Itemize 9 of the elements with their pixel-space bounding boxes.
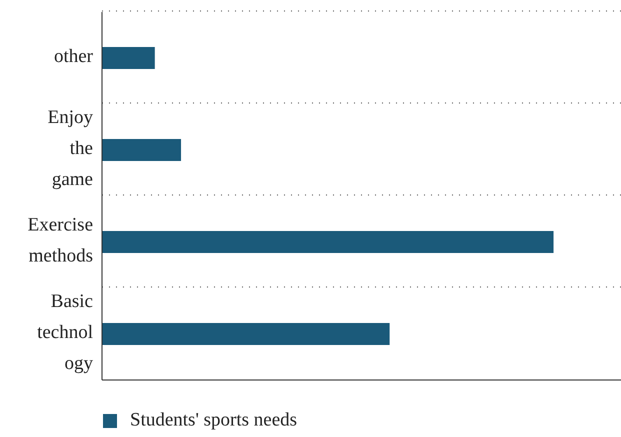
bar: [102, 231, 554, 253]
y-tick-label: Basic technology: [37, 291, 94, 374]
bar: [102, 47, 155, 69]
y-tick-label: Exercise methods: [28, 214, 93, 267]
y-tick-label: Enjoy the game: [48, 107, 94, 190]
bar: [102, 323, 390, 345]
legend-label: Students' sports needs: [130, 409, 298, 430]
bar: [102, 139, 182, 161]
y-tick-label: other: [54, 46, 94, 68]
